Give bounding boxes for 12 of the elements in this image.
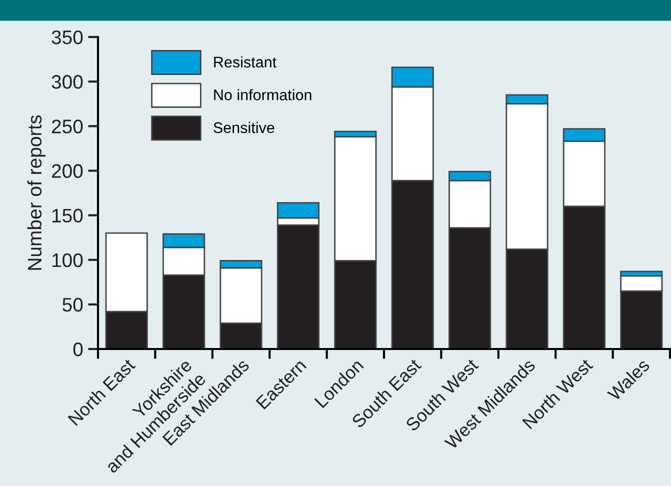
y-tick-label: 50 [62, 298, 83, 312]
legend-label: Resistant [214, 56, 276, 68]
legend-label: Sensitive [214, 122, 274, 134]
y-tick-label: 200 [52, 164, 83, 178]
y-tick-label: 150 [52, 208, 83, 223]
y-tick-label: 0 [73, 342, 83, 356]
y-tick-label: 300 [52, 75, 83, 89]
y-tick-label: 350 [52, 30, 83, 44]
y-axis-title: Number of reports [27, 115, 46, 270]
legend-label: No information [214, 89, 312, 100]
y-tick-label: 250 [52, 120, 83, 134]
y-tick-label: 100 [52, 253, 83, 268]
